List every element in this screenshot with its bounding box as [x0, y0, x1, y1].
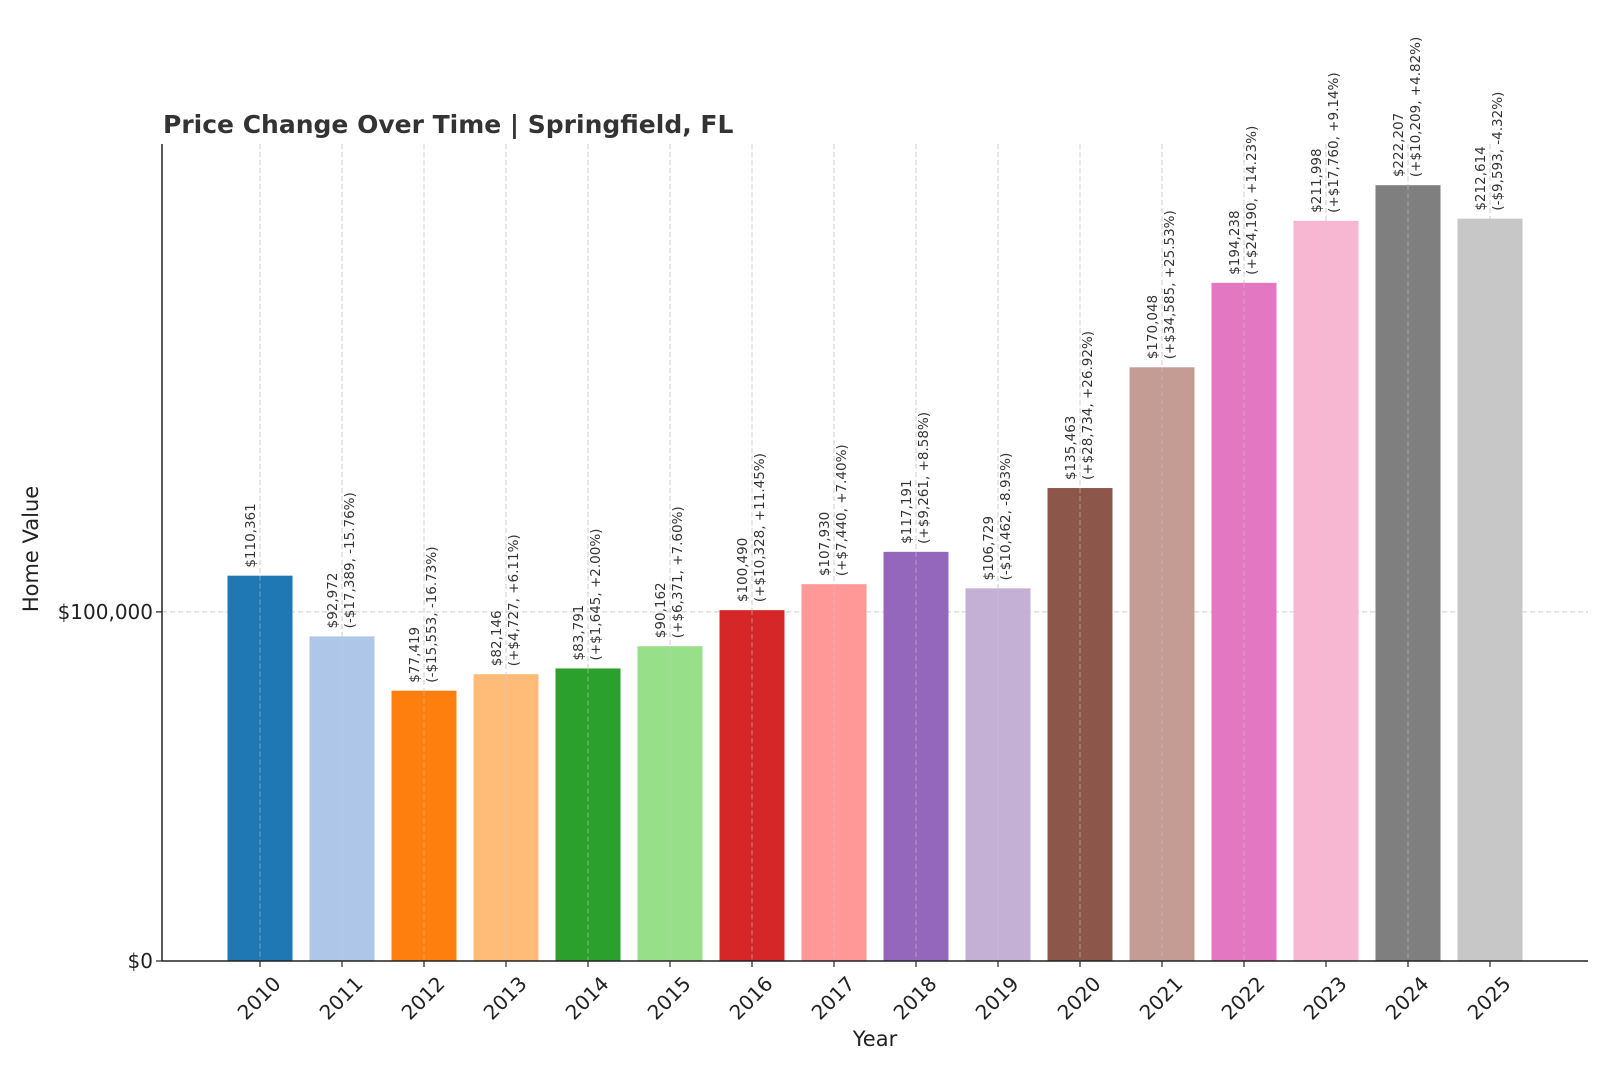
bar-value-label: $211,998 — [1309, 148, 1325, 212]
x-tick-label: 2017 — [807, 972, 860, 1025]
bar-2013 — [473, 674, 539, 961]
y-axis-label: Home Value — [19, 486, 43, 612]
bar-change-label: (+$10,209, +4.82%) — [1408, 37, 1424, 177]
bar-change-label: (+$28,734, +26.92%) — [1080, 331, 1096, 480]
bar-value-label: $100,490 — [735, 538, 751, 602]
bar-value-label: $90,162 — [653, 582, 669, 638]
bar-change-label: (+$17,760, +9.14%) — [1326, 72, 1342, 212]
bar-value-label: $77,419 — [407, 627, 423, 683]
x-tick-label: 2016 — [725, 972, 778, 1025]
bar-value-label: $194,238 — [1227, 210, 1243, 274]
x-tick-label: 2010 — [233, 972, 286, 1025]
x-tick-label: 2015 — [643, 972, 696, 1025]
x-tick-label: 2012 — [397, 972, 450, 1025]
bar-change-label: (+$6,371, +7.60%) — [670, 506, 686, 638]
bar-change-label: (-$17,389, -15.76%) — [342, 492, 358, 628]
bar-change-label: (+$9,261, +8.58%) — [916, 412, 932, 544]
bar-value-label: $222,207 — [1391, 113, 1407, 177]
x-tick-label: 2022 — [1217, 972, 1270, 1025]
bar-value-label: $107,930 — [817, 512, 833, 576]
bar-change-label: (-$10,462, -8.93%) — [998, 453, 1014, 581]
y-tick-label: $0 — [128, 949, 153, 973]
x-tick-label: 2023 — [1299, 972, 1352, 1025]
bar-change-label: (-$15,553, -16.73%) — [424, 547, 440, 683]
bar-change-label: (+$34,585, +25.53%) — [1162, 210, 1178, 359]
bar-value-label: $117,191 — [899, 479, 915, 543]
x-tick-label: 2014 — [561, 972, 614, 1025]
y-tick-label: $100,000 — [58, 600, 153, 624]
bar-value-label: $106,729 — [981, 516, 997, 580]
bar-value-label: $92,972 — [325, 573, 341, 629]
x-tick-label: 2021 — [1135, 972, 1188, 1025]
bar-change-label: (+$24,190, +14.23%) — [1244, 126, 1260, 275]
bar-change-label: (+$7,440, +7.40%) — [834, 444, 850, 576]
x-tick-label: 2018 — [889, 972, 942, 1025]
bar-change-label: (+$4,727, +6.11%) — [506, 534, 522, 666]
bar-value-label: $212,614 — [1473, 146, 1489, 210]
x-tick-label: 2011 — [315, 972, 368, 1025]
x-tick-label: 2013 — [479, 972, 532, 1025]
bar-change-label: (+$1,645, +2.00%) — [588, 529, 604, 661]
bar-value-label: $110,361 — [243, 503, 259, 567]
bar-value-label: $170,048 — [1145, 295, 1161, 359]
bar-value-label: $82,146 — [489, 610, 505, 666]
bar-labels: $110,361 $92,972 (-$17,389, -15.76%) $77,41… — [243, 37, 1506, 961]
chart-title: Price Change Over Time | Springfield, FL — [163, 110, 733, 139]
bar-value-label: $135,463 — [1063, 416, 1079, 480]
bar-change-label: (+$10,328, +11.45%) — [752, 453, 768, 602]
x-tick-label: 2024 — [1381, 972, 1434, 1025]
bars — [227, 185, 1523, 962]
bar-value-label: $83,791 — [571, 605, 587, 661]
x-tick-label: 2020 — [1053, 972, 1106, 1025]
x-tick-label: 2019 — [971, 972, 1024, 1025]
x-tick-label: 2025 — [1463, 972, 1516, 1025]
x-axis-label: Year — [852, 1027, 898, 1051]
grid-lines — [162, 144, 1588, 961]
bar-change-label: (-$9,593, -4.32%) — [1490, 92, 1506, 211]
